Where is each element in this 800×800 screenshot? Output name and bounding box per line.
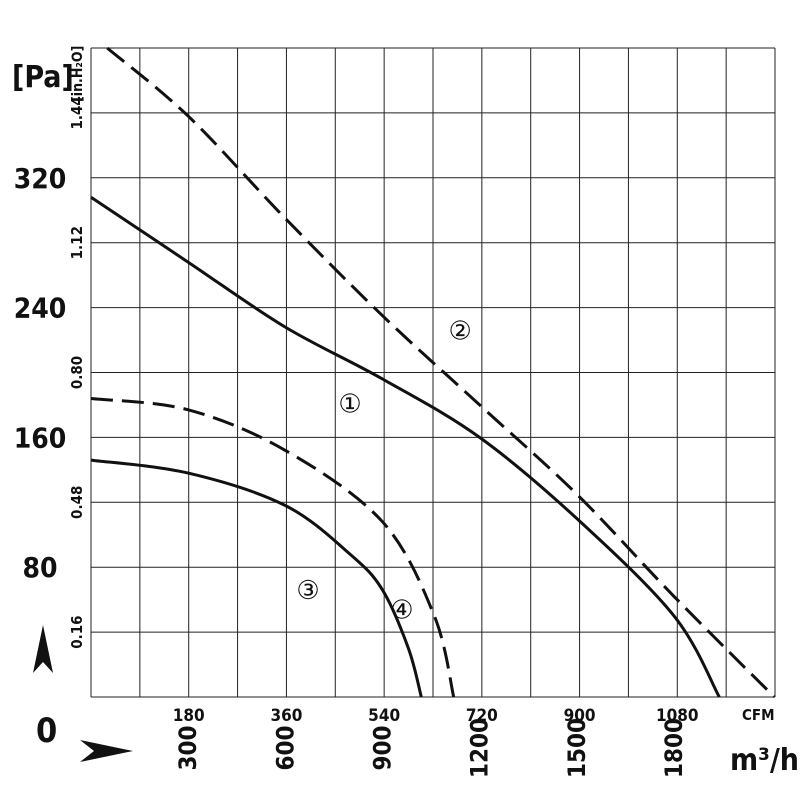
y-tick-label-inh2o: 1.12 <box>68 226 86 259</box>
series-line-1 <box>90 196 721 698</box>
series-line-4 <box>90 397 456 698</box>
x-axis-label-m3h: m³/h <box>730 743 799 778</box>
x-tick-label-m3h: 600 <box>271 725 299 770</box>
y-tick-label-inh2o: 1.44 <box>68 96 86 129</box>
y-tick-label-pa: 240 <box>14 292 67 325</box>
series-line-2 <box>106 46 776 699</box>
arrow-up-icon <box>33 625 53 673</box>
y-tick-label-pa: 160 <box>14 421 67 454</box>
curve-label-3: ③ <box>296 576 319 606</box>
arrow-right-icon <box>80 740 133 762</box>
y-tick-label-inh2o: 0.16 <box>68 615 86 648</box>
x-tick-label-cfm: 900 <box>564 706 596 726</box>
x-tick-label-m3h: 1800 <box>660 718 688 778</box>
y-axis-label-pa: [Pa] <box>12 60 74 95</box>
x-tick-label-m3h: 300 <box>174 725 202 770</box>
curve-labels: ① ② ③ ④ <box>296 316 472 625</box>
y-tick-label-pa: 80 <box>22 551 57 584</box>
x-tick-label-cfm: 720 <box>466 706 498 726</box>
x-tick-label-m3h: 1200 <box>466 718 494 778</box>
x-tick-label-m3h: 1500 <box>563 718 591 778</box>
x-axis-label-cfm: CFM <box>742 706 775 724</box>
series-line-3 <box>90 458 423 698</box>
y-tick-label-pa: 320 <box>14 162 67 195</box>
x-tick-label-cfm: 540 <box>368 706 400 726</box>
grid <box>90 47 776 698</box>
curve-label-4: ④ <box>390 595 413 625</box>
x-tick-label-cfm: 1080 <box>656 706 699 726</box>
origin-label: 0 <box>36 711 57 751</box>
x-tick-label-cfm: 180 <box>173 706 205 726</box>
tick-labels: 80 160 240 320 0.16 0.48 0.80 1.12 1.44 180 360 540… <box>14 96 699 778</box>
y-tick-label-inh2o: 0.80 <box>68 356 86 389</box>
curves <box>90 46 776 699</box>
x-tick-label-m3h: 900 <box>368 725 396 770</box>
x-tick-label-cfm: 360 <box>270 706 302 726</box>
curve-label-2: ② <box>449 316 472 346</box>
y-tick-label-inh2o: 0.48 <box>68 486 86 519</box>
curve-label-1: ① <box>338 389 361 419</box>
y-axis-label-inh2o: [in.H₂O] <box>70 46 86 102</box>
